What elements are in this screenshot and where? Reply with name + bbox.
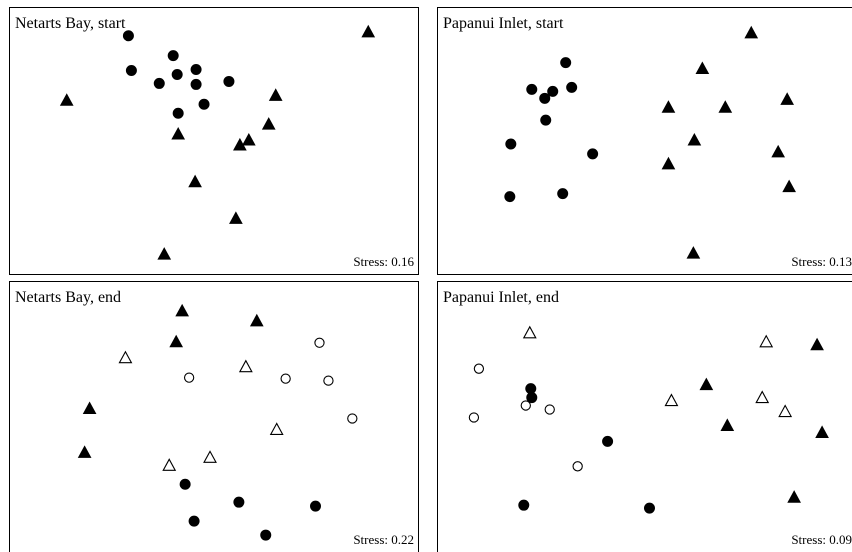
point-open-circle xyxy=(323,375,334,386)
point-open-triangle xyxy=(162,458,177,471)
point-filled-triangle xyxy=(782,179,796,193)
stress-label: Stress: 0.09 xyxy=(791,532,852,547)
point-filled-triangle xyxy=(175,303,189,317)
scatter-plot xyxy=(59,24,376,260)
scatter-plot xyxy=(77,303,358,541)
point-open-triangle xyxy=(238,359,253,373)
point-filled-triangle xyxy=(815,425,829,438)
point-filled-triangle xyxy=(687,132,702,146)
point-open-circle xyxy=(544,404,555,415)
point-filled-triangle xyxy=(695,61,710,75)
point-open-triangle xyxy=(269,422,284,436)
point-filled-triangle xyxy=(82,401,97,415)
point-open-triangle xyxy=(664,393,679,407)
stress-label: Stress: 0.22 xyxy=(353,532,414,547)
point-open-circle xyxy=(473,363,485,374)
point-open-circle xyxy=(572,461,583,472)
point-filled-circle xyxy=(518,499,530,511)
panel-title: Papanui Inlet, start xyxy=(443,15,564,32)
panel-title: Netarts Bay, end xyxy=(15,289,122,306)
point-filled-triangle xyxy=(169,334,184,348)
point-open-circle xyxy=(520,400,531,411)
point-filled-circle xyxy=(526,392,538,404)
point-filled-circle xyxy=(566,81,578,93)
point-open-triangle xyxy=(755,390,770,404)
point-filled-circle xyxy=(540,114,552,126)
point-filled-triangle xyxy=(810,337,824,351)
point-filled-triangle xyxy=(720,418,735,431)
point-filled-triangle xyxy=(771,144,786,158)
point-open-circle xyxy=(183,372,195,383)
point-filled-triangle xyxy=(171,127,186,140)
point-filled-circle xyxy=(190,78,202,90)
point-filled-circle xyxy=(504,191,516,203)
point-filled-triangle xyxy=(699,377,714,391)
panel-title: Papanui Inlet, end xyxy=(443,289,559,306)
point-filled-triangle xyxy=(261,117,276,130)
point-filled-circle xyxy=(539,92,551,104)
point-filled-circle xyxy=(602,435,614,447)
point-open-triangle xyxy=(203,450,217,463)
point-filled-triangle xyxy=(780,92,794,105)
panel-papanui-start: Papanui Inlet, start Stress: 0.13 xyxy=(437,7,852,275)
point-open-triangle xyxy=(522,325,537,339)
point-filled-circle xyxy=(171,69,183,80)
point-filled-triangle xyxy=(241,132,256,146)
point-filled-triangle xyxy=(157,247,172,260)
point-filled-circle xyxy=(643,502,655,514)
point-filled-triangle xyxy=(661,100,676,113)
point-filled-circle xyxy=(310,500,322,512)
point-filled-circle xyxy=(188,515,200,527)
point-filled-circle xyxy=(233,496,245,508)
point-filled-circle xyxy=(547,85,559,97)
panel-netarts-start: Netarts Bay, start Stress: 0.16 xyxy=(9,7,419,275)
point-filled-circle xyxy=(122,30,134,42)
point-filled-triangle xyxy=(661,156,676,170)
scatter-plot xyxy=(504,25,796,259)
point-filled-circle xyxy=(172,107,184,119)
point-open-circle xyxy=(468,412,480,423)
point-filled-circle xyxy=(587,148,599,160)
point-filled-circle xyxy=(167,50,179,62)
stress-label: Stress: 0.13 xyxy=(791,254,852,269)
point-filled-triangle xyxy=(361,24,376,38)
point-open-triangle xyxy=(118,350,133,364)
point-filled-triangle xyxy=(249,313,264,327)
point-open-circle xyxy=(280,373,291,384)
point-filled-triangle xyxy=(686,246,701,259)
point-filled-circle xyxy=(525,383,537,395)
point-filled-triangle xyxy=(233,137,247,151)
panel-title: Netarts Bay, start xyxy=(15,15,126,32)
point-filled-circle xyxy=(179,478,191,490)
point-open-triangle xyxy=(778,404,793,418)
point-filled-circle xyxy=(260,529,272,541)
point-filled-circle xyxy=(223,75,235,87)
point-filled-triangle xyxy=(787,490,801,503)
point-filled-circle xyxy=(526,83,538,95)
point-filled-triangle xyxy=(77,445,92,458)
point-open-triangle xyxy=(759,334,774,348)
point-filled-circle xyxy=(153,77,165,89)
point-filled-circle xyxy=(557,188,569,200)
stress-label: Stress: 0.16 xyxy=(353,254,414,269)
point-filled-circle xyxy=(198,98,210,110)
panel-papanui-end: Papanui Inlet, end Stress: 0.09 xyxy=(437,281,852,552)
point-filled-triangle xyxy=(188,174,202,188)
point-open-circle xyxy=(314,337,325,348)
point-filled-circle xyxy=(560,57,572,69)
point-filled-triangle xyxy=(229,211,243,224)
point-filled-triangle xyxy=(59,93,74,106)
panel-netarts-end: Netarts Bay, end Stress: 0.22 xyxy=(9,281,419,552)
point-filled-circle xyxy=(125,65,137,77)
point-open-circle xyxy=(347,413,358,424)
point-filled-circle xyxy=(190,64,202,76)
point-filled-triangle xyxy=(718,100,733,113)
point-filled-triangle xyxy=(744,25,759,39)
point-filled-circle xyxy=(505,138,517,150)
scatter-plot xyxy=(468,325,829,514)
point-filled-triangle xyxy=(268,88,283,101)
